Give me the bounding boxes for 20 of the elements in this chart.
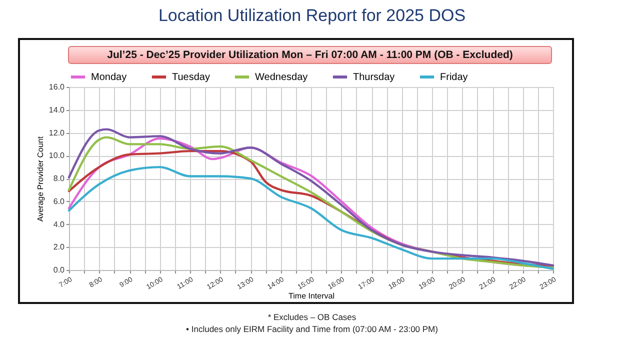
chart-subtitle: Jul’25 - Dec’25 Provider Utilization Mon – Fri 07:00 AM - 11:00 PM (OB - Excluded) <box>68 46 552 64</box>
legend-label: Monday <box>91 72 127 83</box>
y-tick-label: 2.0 <box>53 242 66 252</box>
legend-label: Wednesday <box>255 72 308 83</box>
y-tick-label: 0.0 <box>53 266 66 274</box>
y-tick-label: 10.0 <box>48 151 66 160</box>
y-tick-label: 8.0 <box>53 174 66 183</box>
y-tick-label: 16.0 <box>48 82 66 92</box>
text: • Includes only EIRM Facility and Time from (07:00 AM - 23:00 PM) <box>185 323 439 335</box>
legend-label: Tuesday <box>172 72 210 83</box>
chart-title: Location Utilization Report for 2025 DOS <box>157 6 467 26</box>
legend-label: Thursday <box>353 72 395 83</box>
y-tick-label: 6.0 <box>53 196 66 206</box>
y-tick-label: 14.0 <box>48 105 66 114</box>
legend-label: Friday <box>440 72 468 83</box>
x-axis-title: Time Interval <box>288 291 335 300</box>
y-tick-label: 4.0 <box>53 220 66 229</box>
y-tick-label: 12.0 <box>48 128 66 138</box>
text: * Excludes – OB Cases <box>266 311 358 323</box>
y-axis-title: Average Provider Count <box>36 136 45 222</box>
